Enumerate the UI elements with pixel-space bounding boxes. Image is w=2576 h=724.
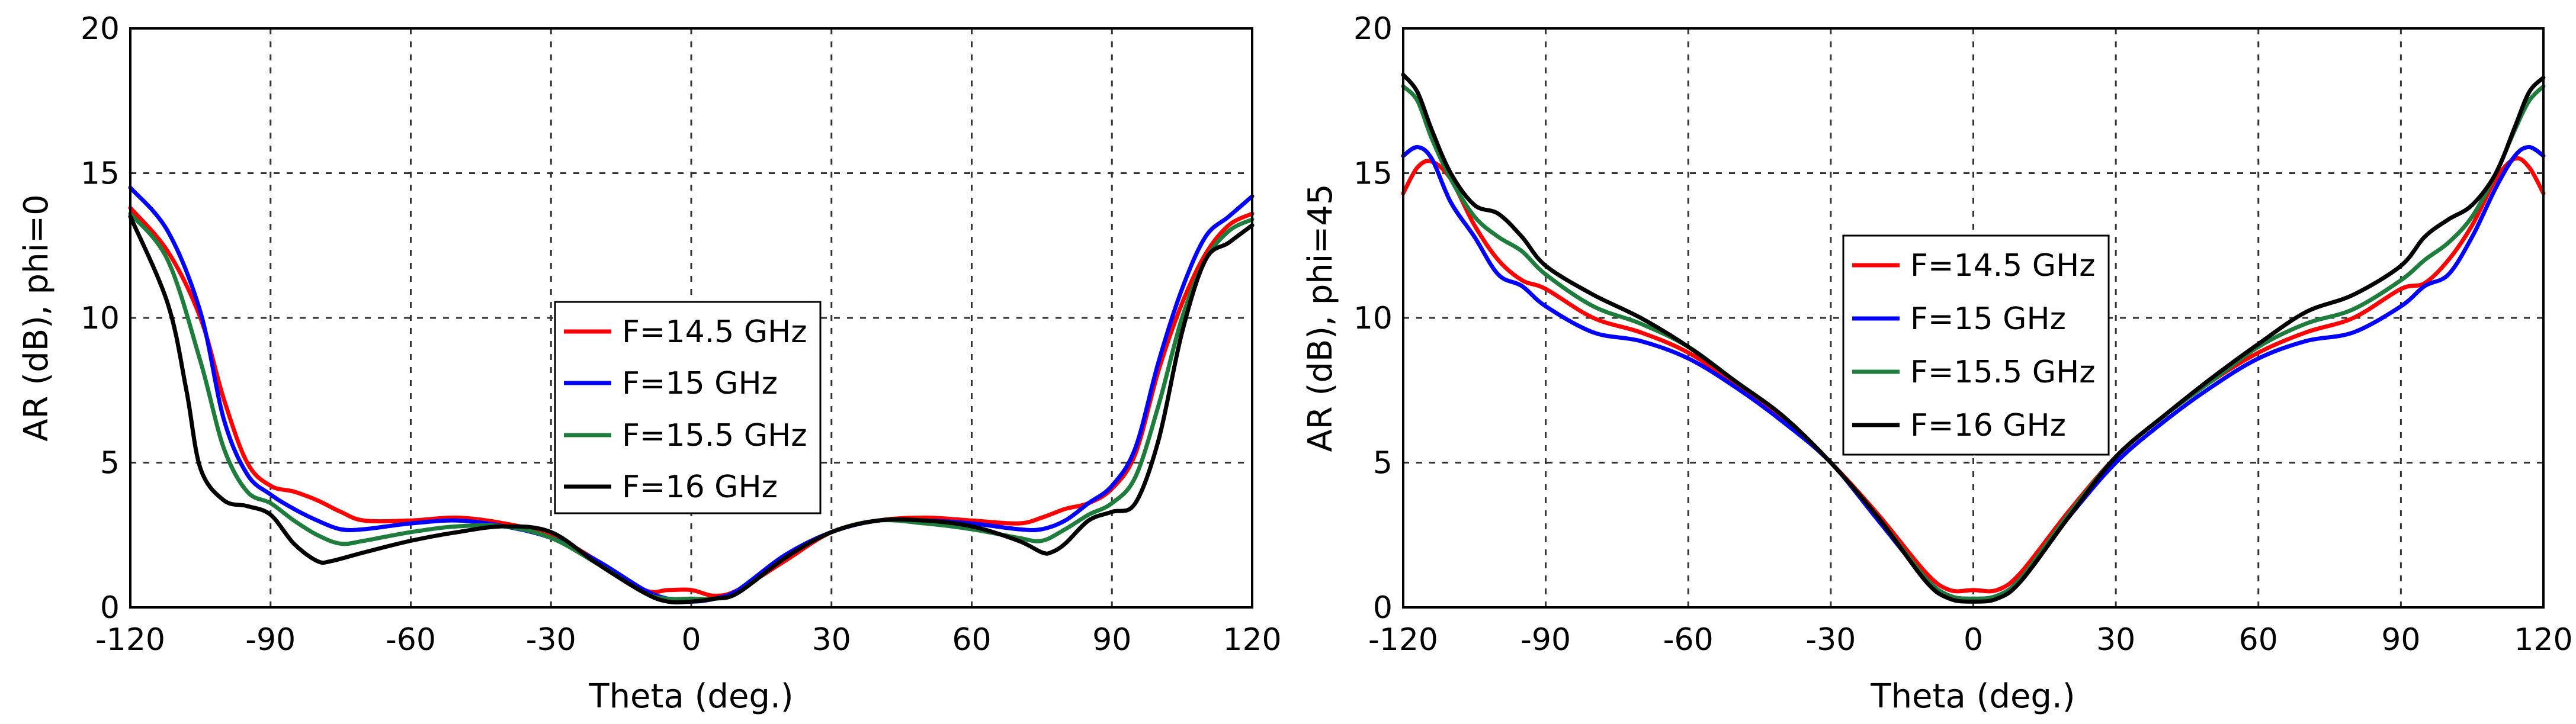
legend-label-2: F=15.5 GHz bbox=[622, 418, 807, 453]
legend-label-3: F=16 GHz bbox=[622, 469, 778, 505]
series-layer bbox=[128, 185, 1255, 605]
y-tick-label: 5 bbox=[100, 446, 120, 481]
y-tick-label: 15 bbox=[81, 156, 120, 192]
legend-label-1: F=15 GHz bbox=[622, 366, 778, 401]
x-tick-labels: -120 -90 -60 -30 0 30 60 90 120 bbox=[1368, 622, 2573, 658]
y-tick-labels: 0 5 10 15 20 bbox=[81, 11, 120, 626]
series-line-F=15.5 GHz bbox=[128, 211, 1255, 601]
x-tick-label: -60 bbox=[1663, 622, 1714, 658]
x-tick-label: -30 bbox=[1805, 622, 1856, 658]
y-tick-label: 10 bbox=[1353, 301, 1393, 336]
y-tick-label: 0 bbox=[1373, 590, 1393, 626]
y-tick-label: 5 bbox=[1373, 446, 1393, 481]
x-tick-label: 30 bbox=[812, 622, 851, 658]
y-tick-label: 20 bbox=[1353, 11, 1393, 47]
series-line-F=16 GHz bbox=[1401, 72, 2546, 604]
y-axis-label: AR (dB), phi=0 bbox=[17, 194, 56, 441]
legend-label-0: F=14.5 GHz bbox=[622, 314, 807, 350]
legend: F=14.5 GHz F=15 GHz F=15.5 GHz F=16 GHz bbox=[1842, 234, 2110, 456]
legend-label-2: F=15.5 GHz bbox=[1910, 355, 2095, 390]
y-tick-label: 20 bbox=[81, 11, 120, 47]
series-line-F=15.5 GHz bbox=[1401, 84, 2546, 601]
chart-phi-0: -120 -90 -60 -30 0 30 60 90 120 0 5 10 15 20 Theta (… bbox=[17, 11, 1282, 716]
legend-label-0: F=14.5 GHz bbox=[1910, 248, 2095, 284]
x-tick-label: 0 bbox=[681, 622, 701, 658]
legend-box bbox=[1842, 234, 2110, 456]
legend-label-3: F=16 GHz bbox=[1910, 408, 2066, 443]
x-tick-label: -60 bbox=[386, 622, 436, 658]
legend-label-1: F=15 GHz bbox=[1910, 301, 2066, 337]
x-tick-label: 90 bbox=[2381, 622, 2420, 658]
x-tick-label: 90 bbox=[1092, 622, 1131, 658]
x-axis-label: Theta (deg.) bbox=[1870, 677, 2075, 716]
series-line-F=14.5 GHz bbox=[128, 205, 1255, 598]
x-tick-label: 60 bbox=[2239, 622, 2278, 658]
x-tick-label: 60 bbox=[952, 622, 991, 658]
x-tick-labels: -120 -90 -60 -30 0 30 60 90 120 bbox=[95, 622, 1282, 658]
x-tick-label: -120 bbox=[1368, 622, 1438, 658]
x-tick-label: -30 bbox=[526, 622, 576, 658]
series-layer bbox=[1401, 72, 2546, 604]
series-line-F=16 GHz bbox=[128, 214, 1255, 605]
legend: F=14.5 GHz F=15 GHz F=15.5 GHz F=16 GHz bbox=[554, 301, 822, 514]
y-tick-label: 10 bbox=[81, 301, 120, 336]
x-axis-label: Theta (deg.) bbox=[588, 677, 793, 716]
legend-box bbox=[554, 301, 822, 514]
chart-phi-45: -120 -90 -60 -30 0 30 60 90 120 0 5 10 15 20 Theta (… bbox=[1301, 11, 2573, 716]
y-tick-labels: 0 5 10 15 20 bbox=[1353, 11, 1393, 626]
x-tick-label: -120 bbox=[95, 622, 165, 658]
plot-frame bbox=[1402, 27, 2545, 609]
x-tick-label: 0 bbox=[1964, 622, 1983, 658]
plot-frame bbox=[129, 27, 1253, 609]
x-tick-label: 120 bbox=[1223, 622, 1281, 658]
series-line-F=14.5 GHz bbox=[1401, 156, 2546, 594]
x-tick-label: 30 bbox=[2096, 622, 2135, 658]
x-tick-label: -90 bbox=[1520, 622, 1571, 658]
y-tick-label: 15 bbox=[1353, 156, 1393, 192]
y-axis-label: AR (dB), phi=45 bbox=[1301, 184, 1340, 452]
y-tick-label: 0 bbox=[100, 590, 120, 626]
x-tick-label: -90 bbox=[245, 622, 296, 658]
x-tick-label: 120 bbox=[2514, 622, 2572, 658]
grid bbox=[130, 28, 1252, 607]
